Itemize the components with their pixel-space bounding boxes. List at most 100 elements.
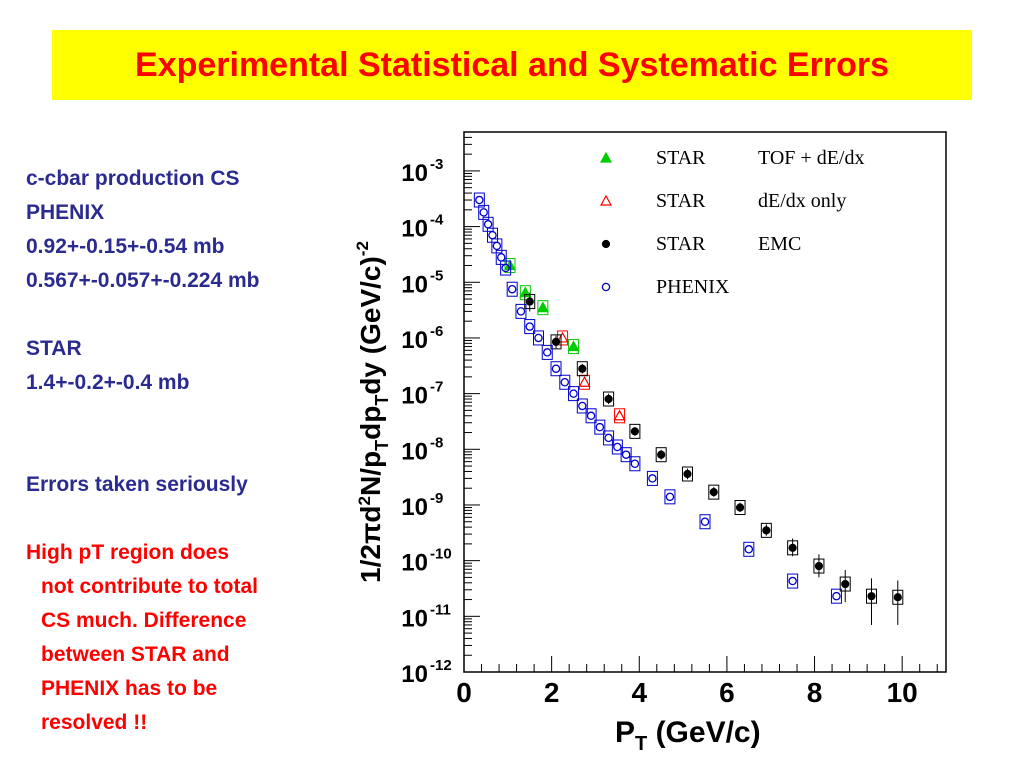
phenix-point [479, 208, 488, 217]
x-tick-label: 10 [887, 677, 918, 708]
phenix-point [586, 411, 596, 421]
phenix-point [630, 459, 640, 469]
star-tof-de-dx-point [519, 286, 532, 298]
phenix-sys-box [541, 344, 553, 360]
phenix-point [744, 545, 754, 554]
star-emc-point [551, 337, 561, 346]
y-tick-label: 10 [401, 160, 428, 187]
note-cs-line: c-cbar production CS [26, 167, 240, 190]
y-tick-label: 10 [401, 216, 428, 243]
phenix-sys-box [611, 439, 623, 455]
note-cs-line: 0.92+-0.15+-0.54 mb [26, 235, 225, 258]
star-emc-point [735, 503, 745, 512]
phenix-point [621, 450, 631, 459]
phenix-sys-box [585, 408, 597, 424]
y-tick-label: 10 [401, 661, 428, 688]
note-highpt-line: between STAR and [41, 643, 230, 666]
note-highpt-line: High pT region does [26, 541, 229, 564]
star-emc-point [683, 469, 692, 479]
legend-marker [601, 282, 611, 292]
legend-marker [599, 194, 613, 206]
legend-method: EMC [758, 233, 801, 255]
legend-marker [601, 239, 611, 249]
star-emc-point [657, 450, 666, 459]
note-star-line: 1.4+-0.2+-0.4 mb [26, 371, 190, 394]
phenix-sys-box [482, 216, 494, 232]
phenix-point [543, 348, 552, 357]
star-emc-sys-box [760, 522, 772, 538]
phenix-point [613, 442, 622, 452]
star-emc-sys-box [550, 334, 562, 350]
spectrum-chart: 0 2 4 6 8 1010-310-410-510-610-710-810-910-10… [353, 131, 947, 755]
star-de-dx-only-point [613, 409, 626, 421]
phenix-point [507, 284, 517, 294]
star-emc-sys-box [655, 447, 667, 463]
star-emc-sys-box [629, 423, 641, 439]
legend-experiment: STAR [656, 233, 706, 255]
phenix-point [560, 378, 570, 387]
star-emc-point [893, 593, 902, 602]
star-emc-point [578, 364, 587, 373]
slide-title: Experimental Statistical and Systematic … [135, 45, 889, 84]
phenix-point [665, 492, 675, 502]
phenix-point [595, 422, 605, 432]
note-cs-line: 0.567+-0.057+-0.224 mb [26, 269, 260, 292]
note-cs-line: PHENIX [26, 201, 105, 224]
star-emc-point [867, 592, 876, 601]
legend-method: dE/dx only [758, 190, 846, 212]
phenix-point [551, 364, 561, 373]
star-emc-point [814, 561, 824, 571]
star-emc-point [762, 526, 771, 535]
phenix-sys-box [594, 419, 606, 435]
x-tick-label: 4 [631, 677, 647, 708]
phenix-sys-box [486, 227, 498, 243]
phenix-sys-box [664, 489, 676, 505]
y-tick-exponent: -11 [430, 601, 451, 618]
phenix-sys-box [646, 470, 658, 486]
star-tof-de-dx-sys-box [504, 258, 516, 274]
star-tof-de-dx-sys-box [519, 285, 531, 301]
phenix-sys-box [603, 430, 615, 446]
x-axis-label: PT (GeV/c) [615, 716, 761, 755]
phenix-sys-box [532, 330, 544, 346]
star-emc-sys-box [681, 466, 693, 482]
phenix-sys-box [576, 398, 588, 414]
star-emc-point [604, 394, 613, 404]
x-tick-label: 2 [544, 677, 560, 708]
legend-marker [599, 151, 613, 163]
star-tof-de-dx-sys-box [568, 339, 580, 355]
notes-panel: c-cbar production CS PHENIX 0.92+-0.15+-… [26, 162, 356, 740]
phenix-sys-box [743, 541, 755, 557]
phenix-sys-box [699, 514, 711, 530]
legend-experiment: PHENIX [656, 276, 730, 298]
star-tof-de-dx-sys-box [537, 300, 549, 316]
phenix-sys-box [550, 361, 562, 377]
star-emc-point [630, 427, 639, 436]
star-emc-sys-box [734, 500, 746, 516]
star-emc-point [788, 543, 797, 552]
star-de-dx-only-point [578, 376, 591, 387]
y-tick-exponent: -8 [430, 434, 443, 451]
star-de-dx-only-point [556, 331, 569, 343]
star-emc-point [709, 488, 718, 497]
y-tick-label: 10 [401, 605, 428, 632]
phenix-point [501, 263, 510, 273]
star-emc-sys-box [576, 361, 588, 377]
y-tick-exponent: -5 [430, 267, 443, 284]
y-tick-label: 10 [401, 438, 428, 465]
x-tick-label: 8 [807, 677, 823, 708]
phenix-point [525, 322, 534, 331]
y-tick-exponent: -6 [430, 323, 443, 340]
phenix-point [700, 517, 710, 526]
phenix-point [475, 195, 484, 205]
y-tick-exponent: -9 [430, 490, 443, 507]
note-highpt-line: CS much. Difference [41, 609, 247, 632]
phenix-point [483, 220, 493, 229]
phenix-sys-box [506, 281, 518, 297]
y-tick-exponent: -4 [430, 212, 444, 229]
note-star-line: STAR [26, 337, 82, 360]
note-highpt-line: not contribute to total [41, 575, 258, 598]
phenix-sys-box [787, 573, 799, 589]
star-emc-point [841, 579, 850, 589]
phenix-sys-box [478, 204, 490, 220]
